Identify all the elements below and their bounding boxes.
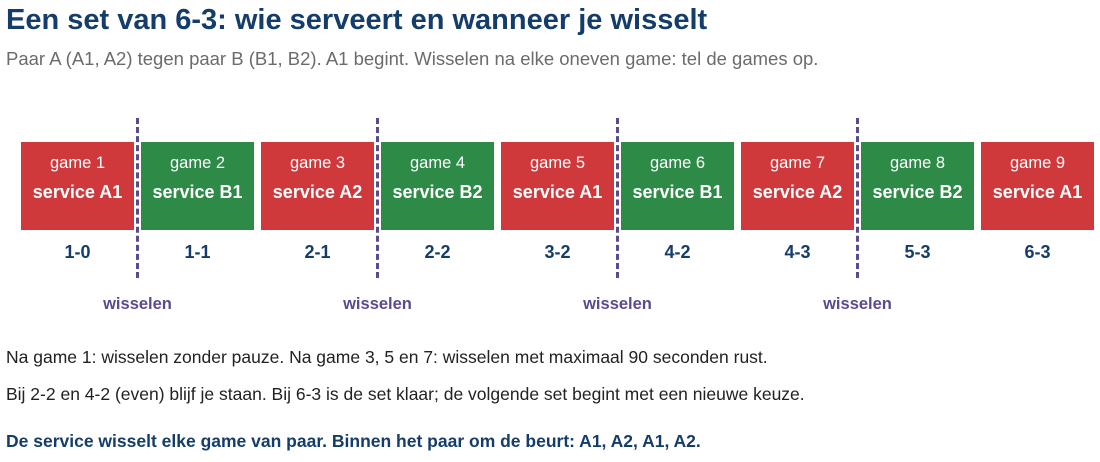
page-title: Een set van 6-3: wie serveert en wanneer…: [6, 4, 708, 36]
game-box: game 7 service A2: [741, 142, 854, 230]
score-label: 3-2: [544, 242, 571, 262]
game-box: game 5 service A1: [501, 142, 614, 230]
game-label: game 9: [1009, 154, 1066, 172]
game-box: game 8 service B2: [861, 142, 974, 230]
game-label: game 5: [529, 154, 586, 172]
service-label: service B1: [632, 182, 723, 202]
game-label: game 2: [169, 154, 226, 172]
score-label: 4-2: [664, 242, 691, 262]
switch-divider: [375, 118, 379, 278]
score-label: 5-3: [904, 242, 931, 262]
score-label: 2-1: [304, 242, 331, 262]
score-label: 1-1: [184, 242, 211, 262]
service-label: service A2: [752, 182, 843, 202]
game-box: game 2 service B1: [141, 142, 254, 230]
note-emphasis: De service wisselt elke game van paar. B…: [6, 431, 701, 451]
game-label: game 6: [649, 154, 706, 172]
game-label: game 1: [49, 154, 106, 172]
note-line-1: Na game 1: wisselen zonder pauze. Na gam…: [6, 347, 768, 367]
game-box: game 4 service B2: [381, 142, 494, 230]
game-box: game 6 service B1: [621, 142, 734, 230]
game-label: game 7: [769, 154, 826, 172]
service-label: service B2: [392, 182, 483, 202]
score-label: 6-3: [1024, 242, 1051, 262]
switch-label: wisselen: [103, 295, 172, 313]
switch-label: wisselen: [583, 295, 652, 313]
service-label: service B2: [872, 182, 963, 202]
switch-label: wisselen: [823, 295, 892, 313]
score-label: 1-0: [64, 242, 91, 262]
service-label: service A2: [272, 182, 363, 202]
game-label: game 3: [289, 154, 346, 172]
service-label: service A1: [32, 182, 123, 202]
score-label: 2-2: [424, 242, 451, 262]
switch-divider: [615, 118, 619, 278]
service-label: service B1: [152, 182, 243, 202]
page-subtitle: Paar A (A1, A2) tegen paar B (B1, B2). A…: [6, 48, 819, 69]
game-box: game 1 service A1: [21, 142, 134, 230]
note-line-2: Bij 2-2 en 4-2 (even) blijf je staan. Bi…: [6, 384, 805, 404]
game-label: game 8: [889, 154, 946, 172]
game-box: game 9 service A1: [981, 142, 1094, 230]
game-label: game 4: [409, 154, 466, 172]
service-label: service A1: [992, 182, 1083, 202]
switch-divider: [135, 118, 139, 278]
switch-divider: [855, 118, 859, 278]
score-label: 4-3: [784, 242, 811, 262]
switch-label: wisselen: [343, 295, 412, 313]
service-label: service A1: [512, 182, 603, 202]
game-box: game 3 service A2: [261, 142, 374, 230]
